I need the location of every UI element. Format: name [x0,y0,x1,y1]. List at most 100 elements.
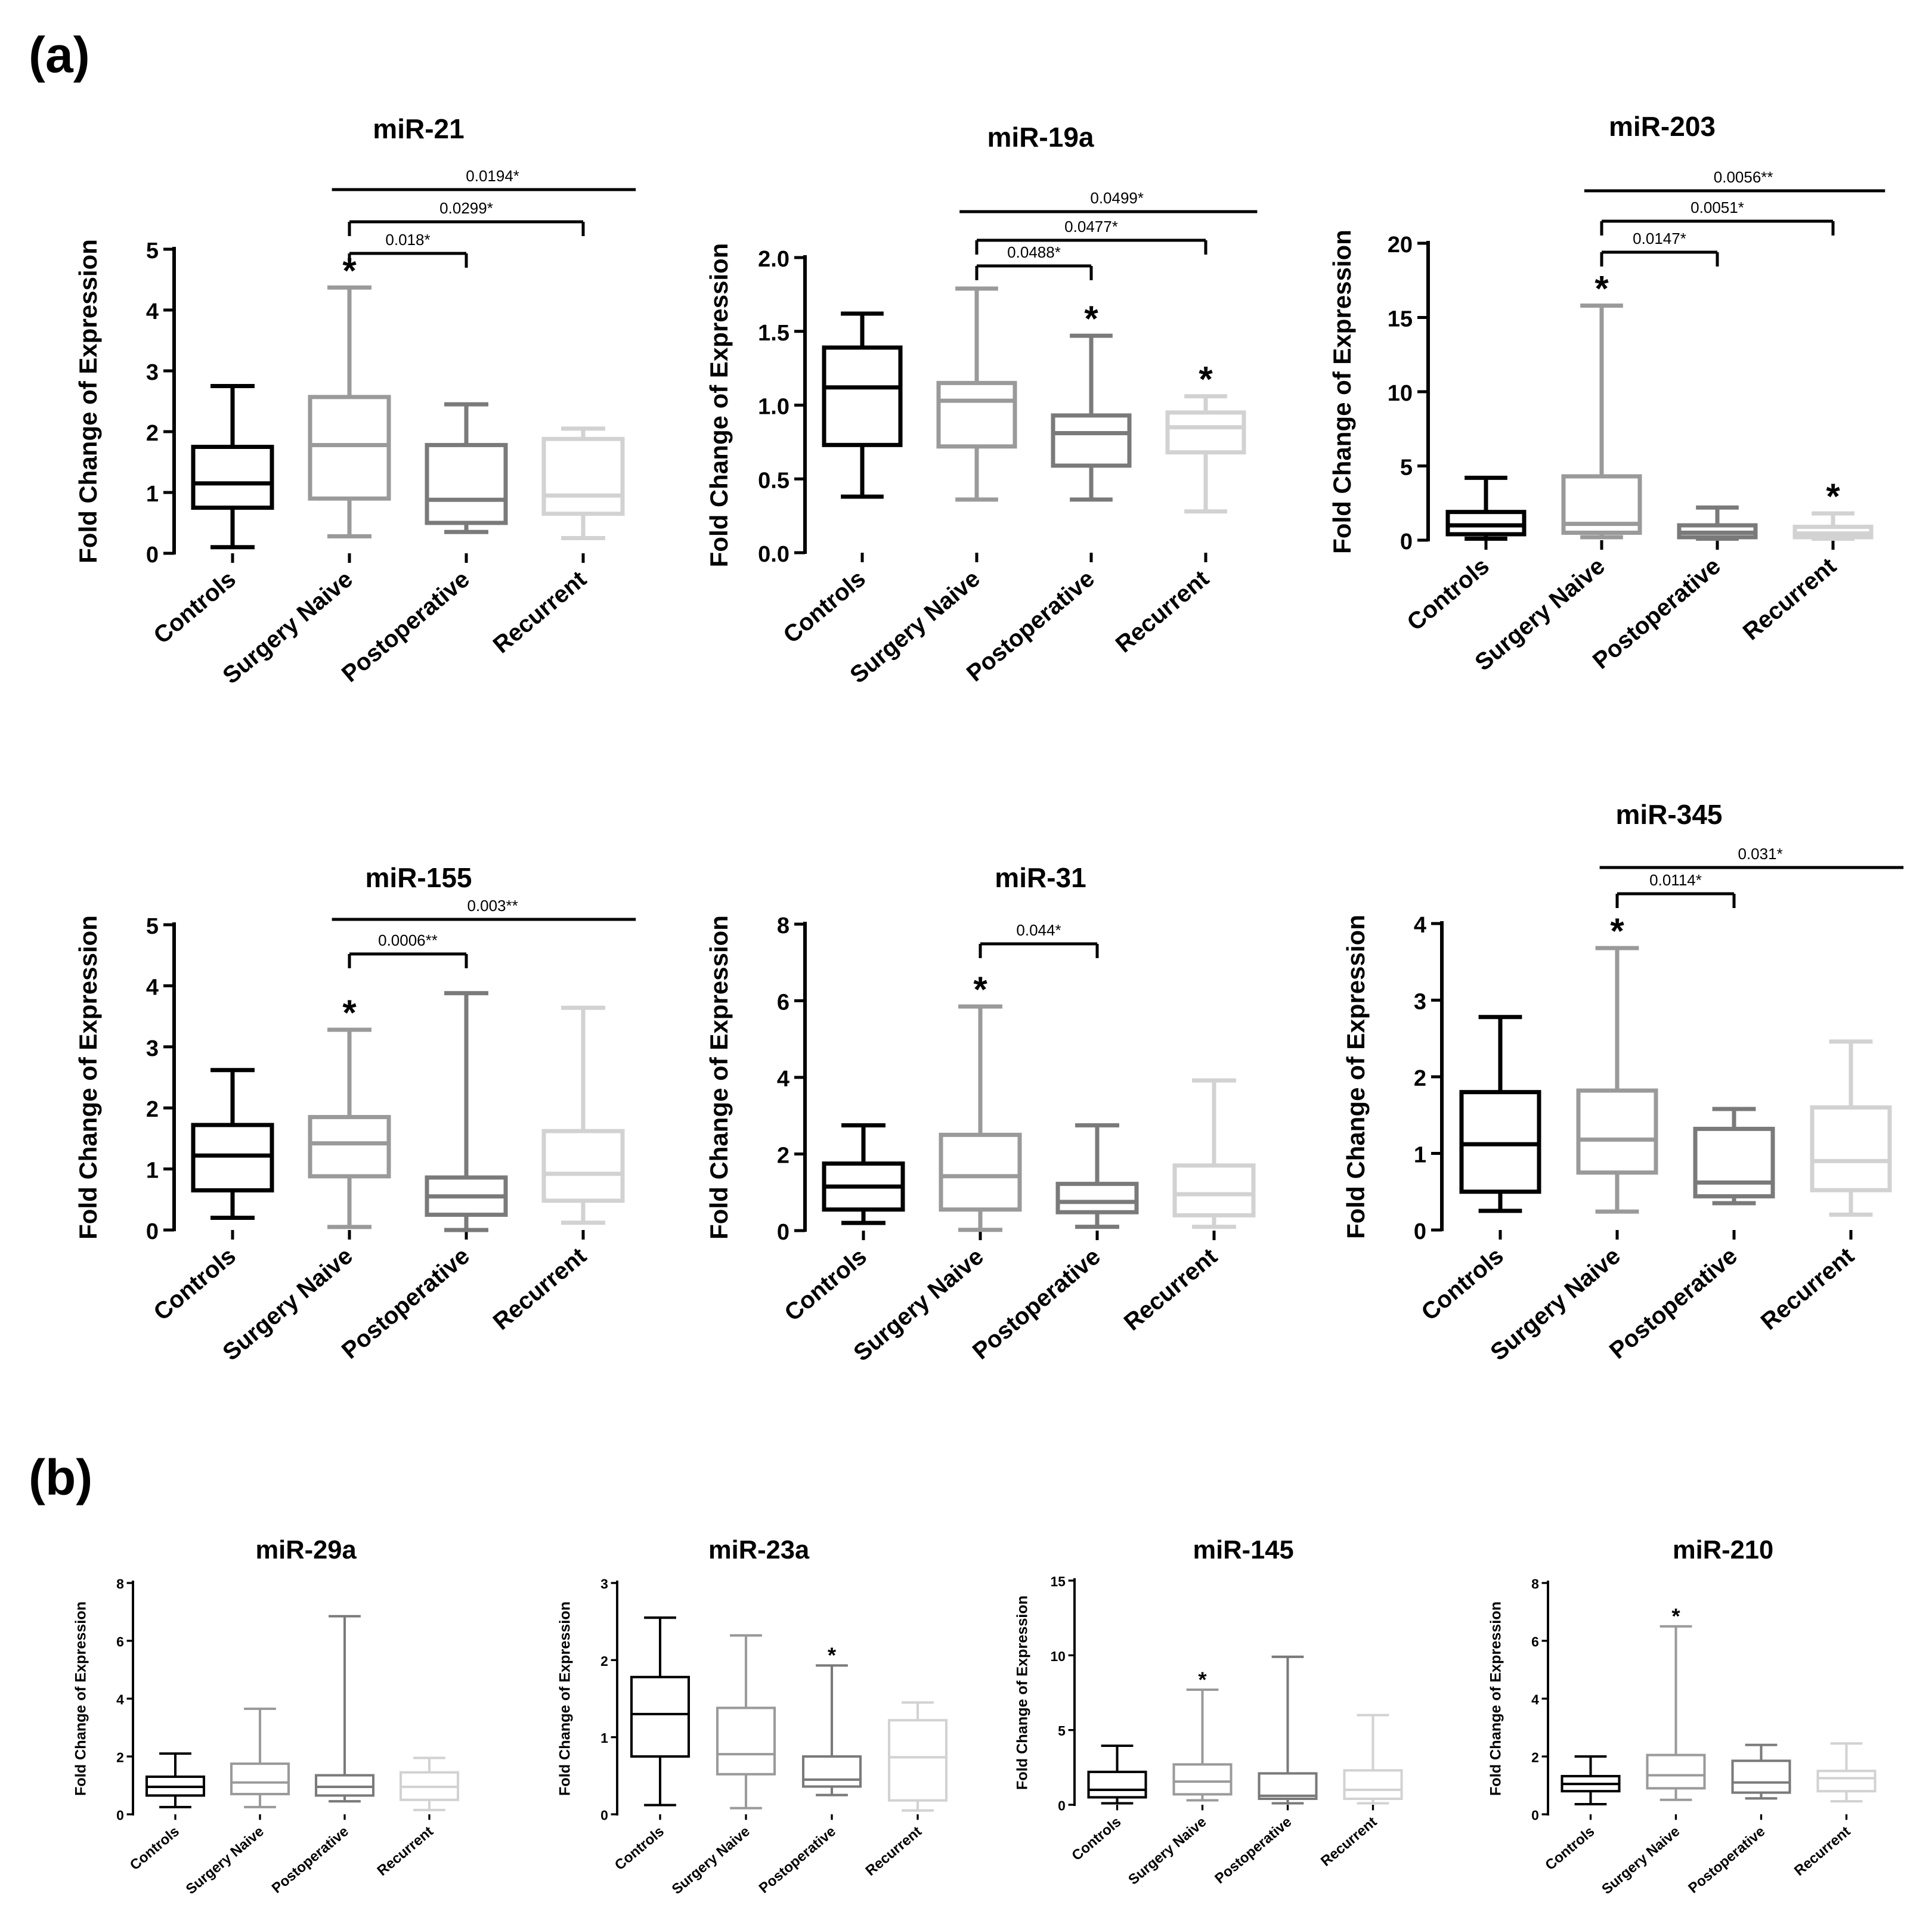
box-controls [630,1616,691,1807]
p-value-label: 0.0147* [1633,230,1686,247]
p-value-label: 0.003** [467,897,518,915]
x-tick-label: Controls [612,1823,667,1873]
y-axis-label: Fold Change of Expression [556,1601,573,1796]
chart-mir-155: miR-155 Fold Change of Expression 0 1 2 3 4 5 Co… [74,862,636,1366]
y-tick-label: 2.0 [758,247,789,272]
x-tick-label: Controls [779,565,871,648]
significance-star: * [1199,360,1213,399]
y-tick-label: 0 [1531,1808,1539,1823]
x-tick-label: Postoperative [1212,1814,1295,1887]
bracket [1600,250,1719,267]
chart-mir-145: miR-145 Fold Change of Expression 0 5 10 15 Co… [1014,1536,1403,1888]
x-tick-label: Recurrent [488,1243,592,1335]
box-iqr [425,442,508,525]
bracket [975,264,1093,280]
box-iqr [308,395,391,501]
box-controls [1445,475,1527,541]
x-tick-label: Recurrent [488,566,592,658]
y-tick-label: 5 [146,914,159,939]
y-tick-label: 3 [1414,990,1426,1015]
bracket [348,952,468,968]
box-surgery-naive [1172,1688,1233,1802]
y-tick-label: 2 [146,421,159,446]
x-tick-label: Recurrent [1738,553,1841,645]
y-tick-label: 5 [146,238,159,264]
significance-star: * [1198,1667,1207,1691]
box-postoperative [1693,1107,1775,1206]
box-controls [822,1123,905,1225]
chart-title: miR-21 [373,113,464,144]
x-tick-label: Recurrent [1791,1823,1853,1879]
box-iqr [1810,1105,1892,1192]
p-value-label: 0.0299* [439,199,493,217]
box-controls [191,1068,274,1220]
y-tick-label: 4 [1531,1692,1539,1708]
p-value-label: 0.0051* [1690,199,1744,216]
p-value-label: 0.0056** [1714,168,1773,186]
y-tick-label: 10 [1050,1649,1065,1664]
box-iqr [1646,1753,1706,1790]
bracket [1600,219,1835,236]
y-tick-label: 3 [146,360,159,385]
box-controls [822,311,903,499]
y-tick-label: 1 [1414,1143,1426,1168]
chart-title: miR-31 [995,862,1086,893]
box-postoperative [425,991,508,1232]
box-iqr [1459,1090,1541,1194]
x-tick-label: Postoperative [968,1243,1106,1365]
y-tick-label: 0 [777,1220,789,1245]
box-iqr [1816,1770,1877,1793]
box-controls [191,384,274,550]
box-recurrent [1165,394,1246,514]
box-postoperative [1731,1743,1791,1800]
y-tick-label: 0 [1400,529,1413,554]
box-surgery-naive [939,1004,1022,1232]
bracket [975,238,1208,255]
box-iqr [936,380,1017,449]
box-iqr [939,1132,1022,1212]
box-iqr [314,1774,375,1797]
p-value-label: 0.044* [1016,921,1061,939]
box-recurrent [1810,1039,1892,1217]
y-tick-label: 1 [600,1730,608,1746]
y-tick-label: 1 [146,1158,159,1184]
box-postoperative [425,402,508,534]
y-tick-label: 0.0 [758,542,789,567]
chart-mir-345: miR-345 Fold Change of Expression 0 1 2 3 4 Con… [1342,799,1904,1366]
chart-mir-21: miR-21 Fold Change of Expression 0 1 2 3 4 5 Con… [74,113,636,689]
box-postoperative [1258,1655,1318,1805]
y-tick-label: 0.5 [758,468,789,493]
box-recurrent [541,1005,625,1225]
p-value-label: 0.0114* [1649,871,1702,889]
box-surgery-naive [308,285,391,538]
box-controls [1459,1015,1541,1213]
box-iqr [1343,1769,1403,1801]
y-tick-label: 3 [146,1036,159,1061]
y-tick-label: 15 [1388,307,1413,332]
x-tick-label: Surgery Naive [1125,1814,1209,1888]
box-surgery-naive [230,1707,290,1808]
y-tick-label: 0 [116,1808,124,1823]
box-iqr [308,1115,391,1179]
chart-mir-31: miR-31 Fold Change of Expression 0 2 4 6 8 Cont… [705,862,1256,1367]
y-tick-label: 0 [146,543,159,568]
y-tick-label: 2 [116,1750,124,1765]
chart-title: miR-203 [1609,111,1716,142]
box-iqr [1055,1182,1139,1215]
chart-mir-23a: miR-23a Fold Change of Expression 0 1 2 3 Cont… [556,1536,948,1898]
x-tick-label: Controls [1402,553,1494,636]
bracket [979,942,1099,958]
box-recurrent [1792,511,1874,541]
y-axis-label: Fold Change of Expression [1328,230,1356,554]
y-axis-label: Fold Change of Expression [705,243,733,568]
box-iqr [1051,413,1132,468]
box-iqr [1576,1088,1658,1175]
box-surgery-naive [716,1634,776,1810]
significance-star: * [342,993,357,1033]
box-recurrent [541,426,625,540]
y-tick-label: 4 [777,1067,789,1092]
y-axis-label: Fold Change of Expression [1487,1601,1504,1796]
chart-title: miR-145 [1193,1536,1294,1564]
x-tick-label: Recurrent [1111,565,1214,658]
chart-title: miR-210 [1673,1536,1773,1564]
